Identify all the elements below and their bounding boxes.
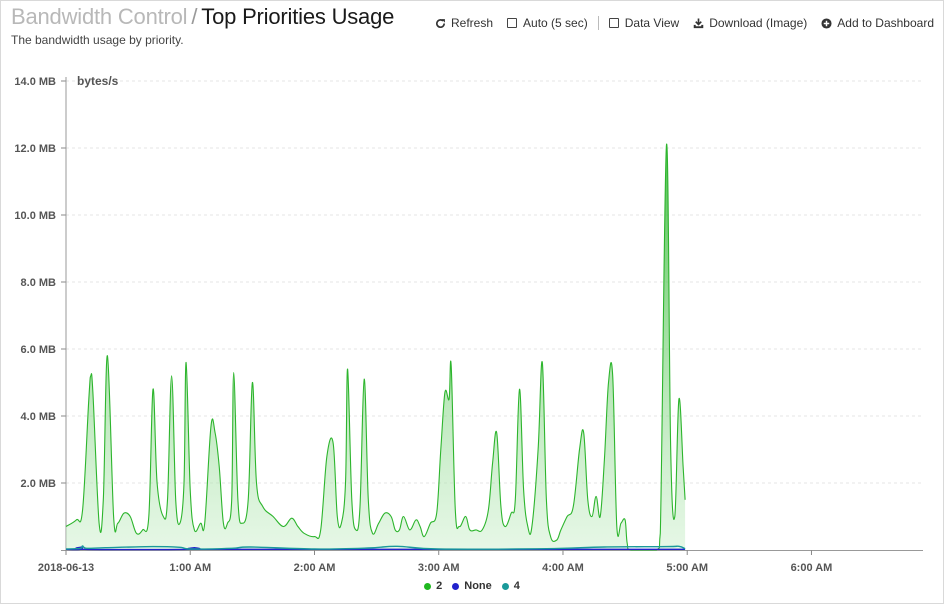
breadcrumb-separator: /: [191, 4, 198, 29]
checkbox-icon: [507, 18, 518, 28]
auto-refresh-checkbox[interactable]: Auto (5 sec): [507, 16, 588, 30]
data-view-label: Data View: [624, 16, 680, 30]
y-tick-label: 6.0 MB: [21, 344, 57, 356]
legend-swatch: [501, 582, 509, 590]
y-tick-label: 12.0 MB: [14, 143, 56, 155]
download-label: Download (Image): [709, 16, 808, 30]
y-tick-label: 10.0 MB: [14, 210, 56, 222]
toolbar: Refresh Auto (5 sec) Data View Download …: [435, 16, 934, 30]
y-tick-label: 4.0 MB: [21, 411, 57, 423]
refresh-label: Refresh: [451, 16, 494, 30]
download-icon: [693, 17, 704, 28]
toolbar-divider: [597, 16, 599, 30]
plus-circle-icon: [821, 17, 832, 29]
legend-label: 2: [436, 580, 443, 592]
data-view-checkbox[interactable]: Data View: [608, 16, 680, 30]
legend-item[interactable]: None: [452, 580, 492, 592]
x-tick-label: 5:00 AM: [666, 562, 708, 574]
series-2-line: [65, 143, 686, 551]
x-tick-label: 2018-06-13: [38, 562, 94, 574]
x-tick-label: 2:00 AM: [294, 562, 336, 574]
page-title: Bandwidth Control / Top Priorities Usage: [11, 4, 394, 30]
page-subtitle: The bandwidth usage by priority.: [11, 33, 184, 47]
legend-label: None: [464, 580, 492, 592]
x-tick-label: 3:00 AM: [418, 562, 460, 574]
refresh-button[interactable]: Refresh: [435, 16, 493, 30]
series-2-area: [66, 144, 686, 550]
y-tick-label: 14.0 MB: [14, 76, 56, 88]
auto-refresh-label: Auto (5 sec): [523, 16, 588, 30]
chart-legend: 2 None 4: [0, 580, 944, 592]
x-tick-label: 6:00 AM: [791, 562, 833, 574]
legend-swatch: [424, 582, 432, 590]
legend-label: 4: [513, 580, 520, 592]
checkbox-icon: [608, 18, 619, 28]
series-4-line: [65, 545, 686, 550]
legend-item[interactable]: 2: [424, 580, 442, 592]
y-tick-label: 8.0 MB: [21, 277, 57, 289]
breadcrumb-parent[interactable]: Bandwidth Control: [11, 4, 188, 29]
y-tick-label: 2.0 MB: [21, 478, 57, 490]
legend-item[interactable]: 4: [501, 580, 520, 592]
y-axis-label: bytes/s: [77, 74, 119, 88]
breadcrumb-current: Top Priorities Usage: [201, 4, 395, 29]
x-tick-label: 1:00 AM: [169, 562, 211, 574]
add-to-dashboard-button[interactable]: Add to Dashboard: [821, 16, 934, 30]
legend-swatch: [452, 582, 460, 590]
download-image-button[interactable]: Download (Image): [693, 16, 807, 30]
add-to-dashboard-label: Add to Dashboard: [837, 16, 934, 30]
refresh-icon: [436, 18, 445, 28]
x-tick-label: 4:00 AM: [542, 562, 584, 574]
